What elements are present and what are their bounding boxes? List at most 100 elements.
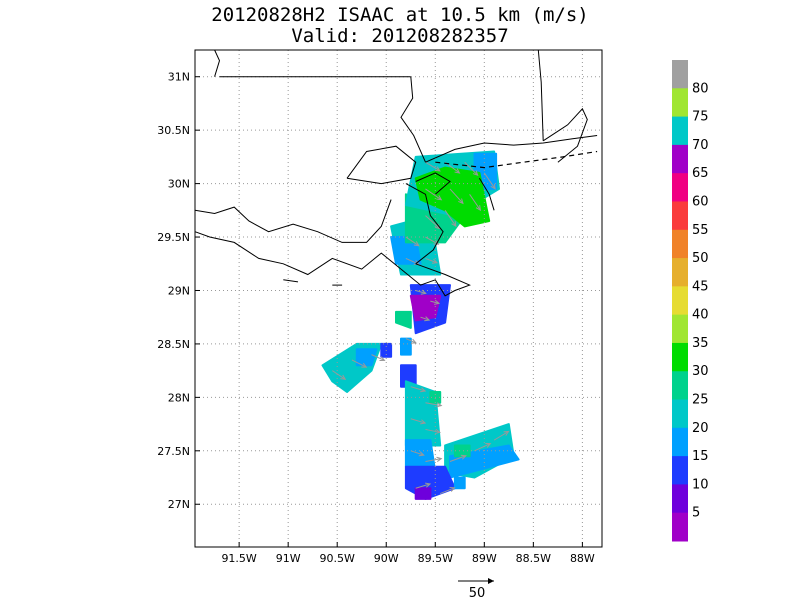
wind-vector-shaft <box>425 215 441 229</box>
wind-vector-head <box>449 486 456 492</box>
wind-vector-head <box>413 260 420 265</box>
wind-vector-head <box>420 289 427 295</box>
wind-vector-head <box>434 166 441 172</box>
wind-vector-head <box>436 456 443 462</box>
wind-vector <box>420 316 431 322</box>
longitude-labels: 91.5W 91W 90.5W 90W 89.5W 89W 88.5W 88W <box>221 552 595 565</box>
wind-vector <box>425 188 443 201</box>
wind-vector-head <box>431 258 439 264</box>
wind-vector-shaft <box>469 194 481 211</box>
colorbar-label: 15 <box>692 449 709 464</box>
wind-vector-shaft <box>483 172 496 190</box>
coastline <box>194 49 598 297</box>
colorbar-label: 60 <box>692 194 709 209</box>
lat-tick-label: 28.5N <box>157 338 190 351</box>
wind-region <box>409 294 442 322</box>
wind-vector-shaft <box>410 450 424 456</box>
wind-vector-shaft <box>420 316 430 321</box>
wind-vector-shaft <box>425 402 442 407</box>
wind-vector-shaft <box>371 354 385 361</box>
wind-vector-head <box>433 239 440 245</box>
wind-vector-shaft <box>332 370 346 380</box>
lon-tick-label: 90.5W <box>320 552 355 565</box>
colorbar-label: 25 <box>692 393 709 408</box>
lon-tick-label: 89W <box>472 552 497 565</box>
lon-tick-label: 91W <box>276 552 301 565</box>
lon-tick-label: 88.5W <box>516 552 551 565</box>
wind-vector-head <box>424 316 431 322</box>
wind-vector-shaft <box>351 359 367 368</box>
wind-vector-shaft <box>410 418 426 424</box>
wind-vector-head <box>420 419 427 425</box>
wind-vector-shaft <box>444 210 457 227</box>
wind-vector <box>425 456 443 462</box>
colorbar-bin <box>672 258 688 287</box>
wind-vector-shaft <box>474 443 491 452</box>
wind-vector <box>415 482 432 489</box>
wind-region <box>414 166 491 228</box>
coastline-segment <box>283 279 299 283</box>
wind-vector-shaft <box>415 483 431 489</box>
colorbar-bin <box>672 60 688 89</box>
lat-tick-label: 29N <box>168 284 190 297</box>
wind-vector-head <box>451 221 457 228</box>
wind-vector-shaft <box>410 386 426 392</box>
wind-vector <box>430 299 441 305</box>
coastline-segment <box>478 178 495 211</box>
lat-tick-label: 29.5N <box>157 231 190 244</box>
lat-tick-label: 28N <box>168 391 190 404</box>
lat-tick-label: 27N <box>168 498 190 511</box>
map-subtitle: Valid: 201208282357 <box>291 25 509 47</box>
wind-speed-field <box>321 150 520 500</box>
colorbar-bin <box>672 484 688 514</box>
colorbar-bin <box>672 144 688 174</box>
wind-vector-head <box>475 205 482 212</box>
wind-vector-shaft <box>425 428 440 433</box>
wind-vector-shaft <box>493 431 509 441</box>
coastline-segment <box>537 49 544 141</box>
wind-region <box>414 487 432 500</box>
wind-vector-shaft <box>464 161 479 176</box>
wind-vector-shaft <box>415 290 426 294</box>
wind-vector-shaft <box>439 487 455 495</box>
wind-vector-head <box>418 451 425 457</box>
wind-vector <box>332 370 347 380</box>
wind-vector <box>351 359 368 368</box>
colorbar-bin <box>672 427 688 457</box>
colorbar-label: 50 <box>692 251 709 266</box>
wind-vector <box>449 188 464 205</box>
coastline-segment <box>425 135 598 163</box>
wind-vector-shaft <box>425 161 441 172</box>
map-title: 20120828H2 ISAAC at 10.5 km (m/s) <box>211 4 589 26</box>
coastline-segment <box>194 231 402 276</box>
latitude-labels: 31N 30.5N 30N 29.5N 29N 28.5N 28N 27.5N 27N <box>157 71 190 512</box>
wind-region <box>453 476 466 490</box>
wind-vector-shaft <box>405 338 417 344</box>
wind-vector-shaft <box>449 455 466 462</box>
coastline-segment <box>415 172 451 195</box>
colorbar-label: 35 <box>692 336 709 351</box>
lon-tick-label: 88W <box>570 552 595 565</box>
colorbar-label: 45 <box>692 279 709 294</box>
coastline-segment <box>542 107 588 163</box>
wind-vector-head <box>434 428 441 435</box>
colorbar-label: 80 <box>692 81 709 96</box>
coastline-segment <box>194 199 392 243</box>
coastline-segment <box>214 49 221 77</box>
lon-tick-label: 89.5W <box>418 552 453 565</box>
wind-vector-shaft <box>449 188 464 204</box>
wind-vectors <box>332 161 510 495</box>
wind-vector-shaft <box>425 458 442 462</box>
lat-tick-label: 27.5N <box>157 445 190 458</box>
wind-vector <box>405 338 417 344</box>
colorbar-bin <box>672 512 688 542</box>
wind-vector-head <box>361 362 368 368</box>
wind-vector-head <box>434 299 441 305</box>
wind-vector <box>493 430 510 441</box>
map-frame <box>194 49 603 548</box>
wind-vector <box>483 172 496 190</box>
wind-region <box>355 348 378 367</box>
colorbar-label: 40 <box>692 308 709 323</box>
wind-vector-head <box>436 195 443 201</box>
